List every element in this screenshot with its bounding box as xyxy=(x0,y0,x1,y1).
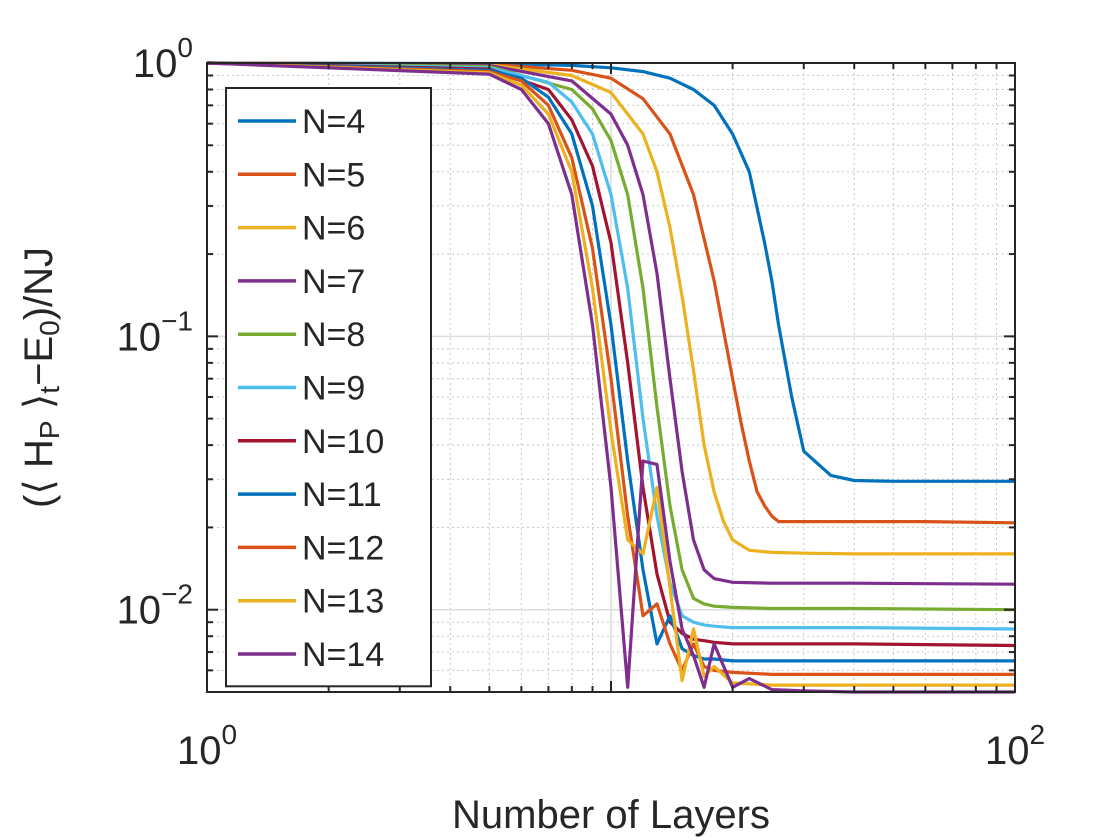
y-axis-label-minus-e: −E xyxy=(17,336,61,386)
legend: N=4 N=5 N=6 N=7 N=8 N=9 N=10 N=11 N=12 N=13 N=14 xyxy=(225,87,432,688)
series-line-n-13 xyxy=(206,61,1015,687)
x-tick-label: 100 xyxy=(177,719,237,773)
legend-label: N=4 xyxy=(302,103,365,141)
legend-label: N=14 xyxy=(302,636,384,674)
x-tick-label: 102 xyxy=(985,719,1045,773)
y-tick-label: 10−1 xyxy=(117,305,193,359)
series-line-n-4 xyxy=(206,61,1015,483)
legend-label: N=12 xyxy=(302,529,384,567)
legend-entry: N=9 xyxy=(238,370,365,408)
series-line-n-14 xyxy=(206,61,1015,694)
legend-label: N=9 xyxy=(302,370,365,408)
x-axis-label: Number of Layers xyxy=(452,793,770,837)
legend-entry: N=13 xyxy=(238,583,384,621)
legend-label: N=6 xyxy=(302,210,365,248)
y-axis-label-mid: ⟩ xyxy=(17,394,61,421)
series-line-n-6 xyxy=(206,61,1015,556)
series-lines xyxy=(206,61,1016,694)
legend-entry: N=10 xyxy=(238,423,384,461)
y-axis-label-sub-0: 0 xyxy=(34,320,65,336)
y-axis-label-close: )/NJ xyxy=(17,247,61,320)
series-line-n-12 xyxy=(206,61,1015,677)
legend-label: N=13 xyxy=(302,583,384,621)
y-axis-label-sub-p: P xyxy=(34,420,65,439)
y-axis-label-open: (⟨ H xyxy=(17,439,61,508)
legend-entry: N=8 xyxy=(238,316,365,354)
y-axis-label: (⟨ HP ⟩t−E0)/NJ xyxy=(17,247,65,508)
legend-label: N=7 xyxy=(302,263,365,301)
axis-ticks: 100 102 100 10−1 10−2 xyxy=(117,32,1045,773)
y-tick-label: 10−2 xyxy=(117,579,193,633)
y-tick-label: 100 xyxy=(133,32,193,86)
y-axis-label-sub-t: t xyxy=(34,386,65,394)
legend-entry: N=5 xyxy=(238,156,365,194)
legend-entry: N=12 xyxy=(238,529,384,567)
series-line-n-7 xyxy=(206,61,1016,586)
legend-label: N=10 xyxy=(302,423,384,461)
series-line-n-11 xyxy=(206,61,1015,663)
legend-label: N=8 xyxy=(302,316,365,354)
legend-entry: N=6 xyxy=(238,210,365,248)
legend-entry: N=11 xyxy=(238,476,382,514)
legend-entry: N=4 xyxy=(238,103,365,141)
legend-label: N=5 xyxy=(302,156,365,194)
legend-entry: N=7 xyxy=(238,263,365,301)
series-line-n-5 xyxy=(206,61,1016,525)
series-line-n-8 xyxy=(206,61,1016,612)
series-line-n-10 xyxy=(206,61,1016,648)
legend-entry: N=14 xyxy=(238,636,384,674)
legend-label: N=11 xyxy=(302,476,382,514)
